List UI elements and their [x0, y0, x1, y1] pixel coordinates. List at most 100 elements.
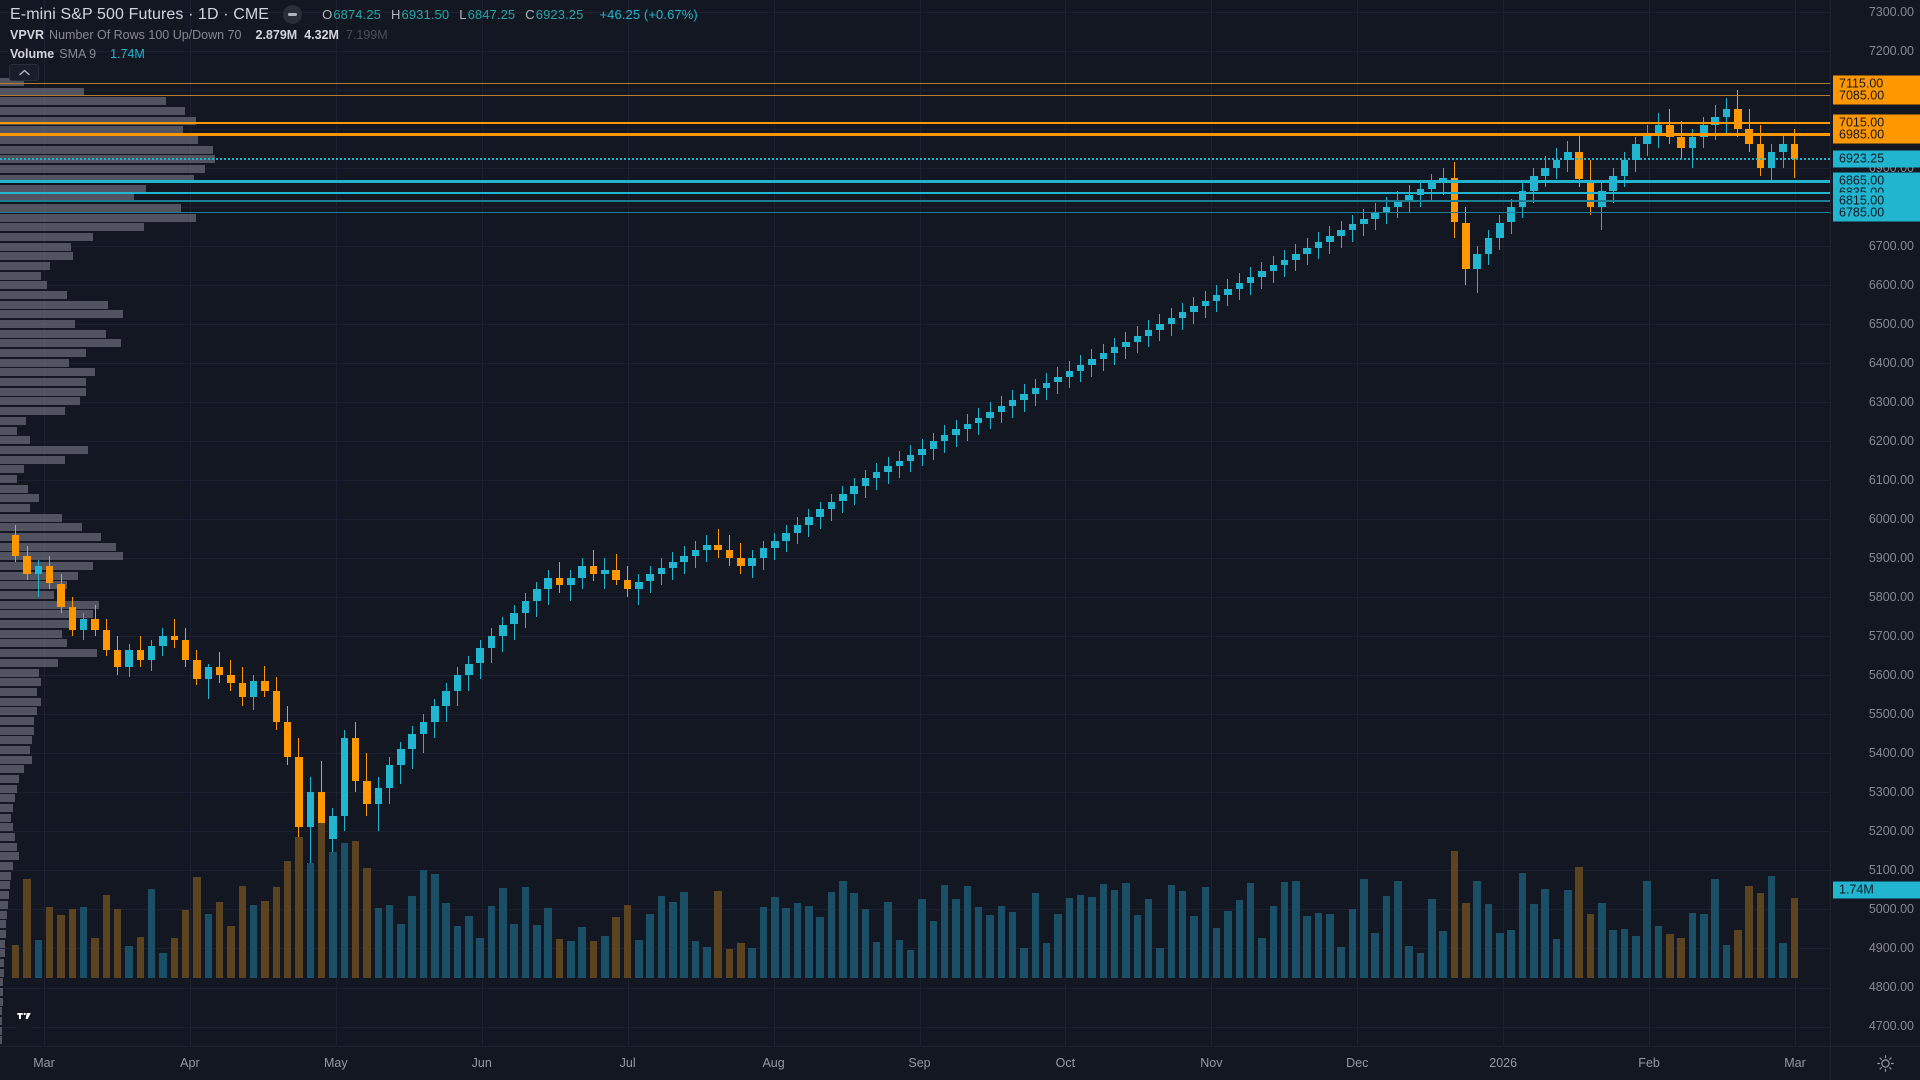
candlestick[interactable] — [1088, 359, 1096, 365]
candlestick[interactable] — [1779, 144, 1787, 153]
candlestick[interactable] — [419, 722, 428, 734]
price-line[interactable] — [0, 200, 1830, 202]
candlestick[interactable] — [1518, 191, 1527, 207]
candlestick[interactable] — [215, 667, 224, 676]
candlestick[interactable] — [1462, 222, 1470, 270]
candlestick[interactable] — [1428, 183, 1436, 190]
candlestick[interactable] — [623, 579, 632, 590]
candlestick[interactable] — [1564, 152, 1572, 160]
candlestick[interactable] — [906, 454, 915, 461]
price-line[interactable] — [0, 192, 1830, 194]
candlestick[interactable] — [827, 501, 836, 510]
candlestick[interactable] — [1734, 109, 1742, 129]
candlestick[interactable] — [1348, 224, 1357, 231]
candlestick[interactable] — [431, 706, 439, 722]
candlestick[interactable] — [1552, 160, 1561, 168]
candlestick[interactable] — [57, 583, 65, 607]
candlestick[interactable] — [1473, 253, 1481, 270]
candlestick[interactable] — [1609, 175, 1617, 192]
candlestick[interactable] — [11, 534, 20, 557]
candlestick[interactable] — [1178, 312, 1187, 319]
candlestick[interactable] — [974, 417, 983, 424]
tradingview-logo[interactable] — [10, 1002, 38, 1030]
candlestick[interactable] — [725, 550, 734, 559]
candlestick[interactable] — [578, 565, 586, 578]
candlestick[interactable] — [159, 636, 167, 646]
candlestick[interactable] — [1507, 206, 1515, 223]
candlestick[interactable] — [895, 460, 904, 467]
candlestick[interactable] — [612, 569, 620, 580]
candlestick[interactable] — [1110, 347, 1119, 354]
price-axis-badge[interactable]: 6923.25 — [1833, 150, 1920, 168]
candlestick[interactable] — [397, 749, 405, 765]
candlestick[interactable] — [929, 441, 938, 449]
candlestick[interactable] — [283, 722, 292, 758]
candlestick[interactable] — [1575, 152, 1583, 180]
candlestick[interactable] — [1643, 132, 1651, 145]
candlestick[interactable] — [147, 645, 156, 660]
candlestick[interactable] — [487, 636, 496, 648]
candlestick[interactable] — [635, 581, 643, 590]
candlestick[interactable] — [442, 690, 450, 707]
candlestick[interactable] — [1496, 222, 1504, 239]
candlestick[interactable] — [340, 737, 348, 816]
chart-canvas[interactable] — [0, 0, 1830, 1046]
candlestick[interactable] — [714, 544, 722, 551]
candlestick[interactable] — [1292, 253, 1300, 260]
candlestick[interactable] — [1280, 259, 1289, 266]
candlestick[interactable] — [601, 569, 609, 574]
candlestick[interactable] — [872, 472, 881, 479]
candlestick[interactable] — [884, 466, 892, 473]
candlestick[interactable] — [963, 423, 972, 430]
candlestick[interactable] — [1314, 242, 1323, 248]
candlestick[interactable] — [510, 612, 518, 625]
price-axis-badge[interactable]: 6785.00 — [1833, 204, 1920, 222]
candlestick[interactable] — [499, 624, 507, 637]
candlestick[interactable] — [1790, 144, 1799, 159]
candlestick[interactable] — [1756, 144, 1765, 168]
candlestick[interactable] — [204, 667, 212, 680]
candlestick[interactable] — [1541, 167, 1549, 176]
candlestick[interactable] — [1711, 117, 1719, 125]
candlestick[interactable] — [555, 577, 564, 586]
time-axis[interactable]: Mar Apr May Jun Jul Aug Sep Oct Nov Dec 2026 Feb Mar — [0, 1046, 1920, 1080]
price-line[interactable] — [0, 133, 1830, 136]
candlestick[interactable] — [1394, 201, 1402, 207]
candlestick[interactable] — [759, 548, 768, 559]
candlestick[interactable] — [1008, 400, 1017, 406]
candlestick[interactable] — [793, 525, 802, 533]
candlestick[interactable] — [1303, 247, 1311, 254]
candlestick[interactable] — [1416, 189, 1425, 196]
candlestick[interactable] — [102, 630, 111, 650]
candlestick[interactable] — [680, 556, 688, 563]
candlestick[interactable] — [1235, 283, 1243, 289]
candlestick[interactable] — [1031, 388, 1039, 395]
candlestick[interactable] — [91, 618, 99, 631]
candlestick[interactable] — [1405, 195, 1413, 201]
candlestick[interactable] — [238, 683, 246, 697]
candlestick[interactable] — [261, 681, 269, 691]
candlestick[interactable] — [1745, 128, 1753, 145]
candlestick[interactable] — [1122, 341, 1130, 348]
candlestick[interactable] — [1212, 294, 1221, 301]
volume-axis-badge[interactable]: 1.74M — [1833, 881, 1920, 899]
candlestick[interactable] — [771, 540, 779, 549]
candlestick[interactable] — [1269, 265, 1277, 272]
price-line[interactable] — [0, 212, 1830, 214]
candlestick[interactable] — [1099, 353, 1107, 360]
candlestick[interactable] — [317, 792, 326, 840]
candlestick[interactable] — [1167, 318, 1175, 324]
candlestick[interactable] — [1246, 277, 1255, 283]
candlestick[interactable] — [952, 429, 960, 436]
candlestick[interactable] — [125, 649, 133, 668]
price-axis[interactable]: 7300.007200.007100.007000.006900.006800.… — [1830, 0, 1920, 1046]
candlestick[interactable] — [476, 647, 484, 664]
candlestick[interactable] — [691, 550, 700, 557]
candlestick[interactable] — [113, 649, 122, 668]
session-clock-icon[interactable] — [1877, 1055, 1894, 1077]
candlestick[interactable] — [1076, 364, 1085, 371]
candlestick[interactable] — [385, 765, 394, 789]
candlestick[interactable] — [1722, 109, 1731, 118]
candlestick[interactable] — [181, 640, 190, 660]
candlestick[interactable] — [1666, 124, 1674, 137]
